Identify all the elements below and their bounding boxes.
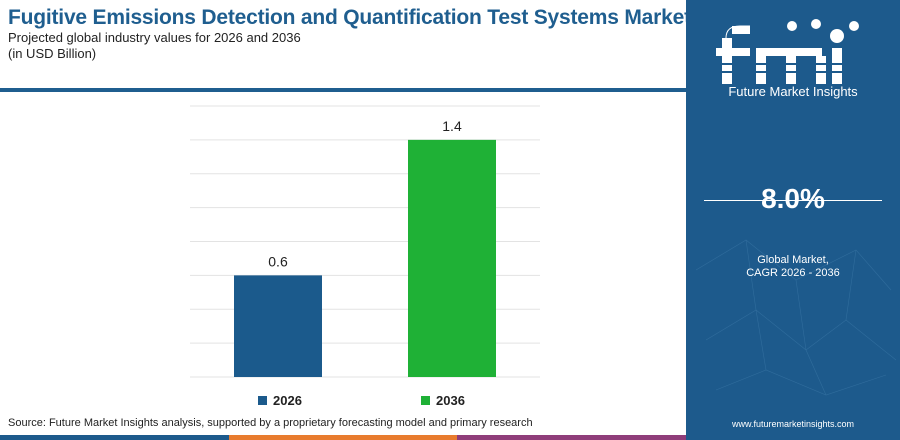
bottom-color-bar <box>0 435 687 440</box>
bottom-bar-segment-purple <box>457 435 687 440</box>
cagr-label-line1: Global Market, <box>757 254 829 266</box>
title-divider <box>0 88 686 92</box>
legend-item-2026: 2026 <box>258 393 302 408</box>
cagr-label-line2: CAGR 2026 - 2036 <box>746 267 840 279</box>
bottom-bar-segment-orange <box>228 435 458 440</box>
bar-2026 <box>234 275 322 377</box>
legend-label-2036: 2036 <box>436 393 465 408</box>
chart-subtitle: Projected global industry values for 202… <box>8 30 301 62</box>
unit-text: (in USD Billion) <box>8 46 97 61</box>
cagr-divider <box>704 200 882 201</box>
website-url: www.futuremarketinsights.com <box>731 419 855 429</box>
legend-swatch-2026 <box>258 396 267 405</box>
legend-item-2036: 2036 <box>421 393 465 408</box>
chart-title: Fugitive Emissions Detection and Quantif… <box>8 6 691 29</box>
fmi-logo <box>716 19 859 84</box>
legend-label-2026: 2026 <box>273 393 302 408</box>
bar-chart: 0.6 1.4 <box>190 105 540 378</box>
subtitle-text: Projected global industry values for 202… <box>8 30 301 45</box>
bars-group <box>234 139 496 377</box>
side-panel: Future Market Insights 8.0% Global Marke… <box>686 0 900 440</box>
bottom-bar-segment-blue <box>0 435 229 440</box>
legend-swatch-2036 <box>421 396 430 405</box>
brand-name: Future Market Insights <box>728 84 858 99</box>
bar-2036 <box>408 139 496 377</box>
data-label-2026: 0.6 <box>268 253 288 269</box>
network-pattern <box>695 239 897 396</box>
cagr-value: 8.0% <box>761 183 825 214</box>
source-note: Source: Future Market Insights analysis,… <box>8 417 533 429</box>
data-labels-group: 0.6 1.4 <box>268 118 462 270</box>
cagr-label: Global Market, CAGR 2026 - 2036 <box>686 254 900 280</box>
data-label-2036: 1.4 <box>442 118 462 134</box>
